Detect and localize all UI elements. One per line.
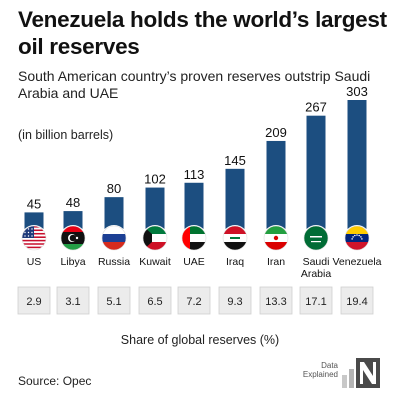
iran-flag-icon xyxy=(264,226,288,250)
share-label-8: 19.4 xyxy=(346,296,367,308)
category-label-6: Iran xyxy=(267,256,285,268)
value-label-3: 102 xyxy=(144,172,166,187)
kuwait-flag-icon-outline xyxy=(142,225,168,251)
chart-title: Venezuela holds the world’s largest oil … xyxy=(18,7,387,59)
iraq-flag-icon-outline xyxy=(222,225,248,251)
kuwait-flag-icon xyxy=(143,226,167,250)
value-label-8: 303 xyxy=(346,84,368,99)
category-label-3: Kuwait xyxy=(139,256,171,268)
bar-2 xyxy=(104,197,124,232)
chart-subtitle: South American country’s proven reserves… xyxy=(18,68,371,101)
logo-text: Data Explained xyxy=(302,361,338,379)
share-label-5: 9.3 xyxy=(227,296,242,308)
logo-mark-icon xyxy=(342,358,380,388)
bar-6 xyxy=(266,140,286,232)
iran-flag-icon-outline xyxy=(263,225,289,251)
share-box-6 xyxy=(259,286,293,315)
uae-flag-icon xyxy=(182,226,206,250)
source-note: Source: Opec xyxy=(18,374,92,388)
category-label-8: Venezuela xyxy=(332,256,381,268)
share-box-7 xyxy=(299,286,333,315)
us-flag-icon xyxy=(22,226,46,250)
value-label-4: 113 xyxy=(184,167,205,182)
bar-8 xyxy=(347,100,367,232)
uae-flag-icon-outline xyxy=(181,225,207,251)
venezuela-flag-icon xyxy=(345,226,369,250)
share-box-4 xyxy=(177,286,211,315)
category-label-1: Libya xyxy=(60,256,85,268)
share-label-6: 13.3 xyxy=(265,296,286,308)
saudi-arabia-flag-icon-outline xyxy=(303,225,329,251)
bar-4 xyxy=(184,182,204,232)
share-axis-label: Share of global reserves (%) xyxy=(121,333,279,347)
us-flag-icon-outline xyxy=(21,225,47,251)
venezuela-flag-icon-outline xyxy=(344,225,370,251)
bar-5 xyxy=(225,168,245,232)
value-label-7: 267 xyxy=(305,100,327,115)
share-box-8 xyxy=(340,286,374,315)
share-label-7: 17.1 xyxy=(305,296,326,308)
russia-flag-icon xyxy=(102,226,126,250)
unit-label: (in billion barrels) xyxy=(18,128,114,142)
value-label-0: 45 xyxy=(27,196,41,211)
category-label-2: Russia xyxy=(98,256,130,268)
category-label-0: US xyxy=(27,256,42,268)
category-label-4: UAE xyxy=(183,256,205,268)
share-box-0 xyxy=(17,286,51,315)
share-box-3 xyxy=(138,286,172,315)
category-label-7-1: Arabia xyxy=(301,268,332,280)
iraq-flag-icon xyxy=(223,226,247,250)
libya-flag-icon-outline xyxy=(60,225,86,251)
value-label-6: 209 xyxy=(265,125,287,140)
russia-flag-icon-outline xyxy=(101,225,127,251)
share-label-3: 6.5 xyxy=(147,296,162,308)
bar-7 xyxy=(306,115,326,232)
data-explained-logo: Data Explained xyxy=(302,355,384,389)
share-box-5 xyxy=(218,286,252,315)
share-box-2 xyxy=(97,286,131,315)
share-box-1 xyxy=(56,286,90,315)
category-label-5: Iraq xyxy=(226,256,244,268)
value-label-1: 48 xyxy=(66,195,80,210)
libya-flag-icon xyxy=(61,226,85,250)
bar-3 xyxy=(145,187,165,232)
value-label-2: 80 xyxy=(107,181,121,196)
share-label-2: 5.1 xyxy=(106,296,121,308)
category-label-7: Saudi xyxy=(303,256,330,268)
share-label-4: 7.2 xyxy=(186,296,201,308)
saudi-arabia-flag-icon xyxy=(304,226,328,250)
share-label-1: 3.1 xyxy=(65,296,80,308)
share-label-0: 2.9 xyxy=(26,296,41,308)
value-label-5: 145 xyxy=(224,153,246,168)
